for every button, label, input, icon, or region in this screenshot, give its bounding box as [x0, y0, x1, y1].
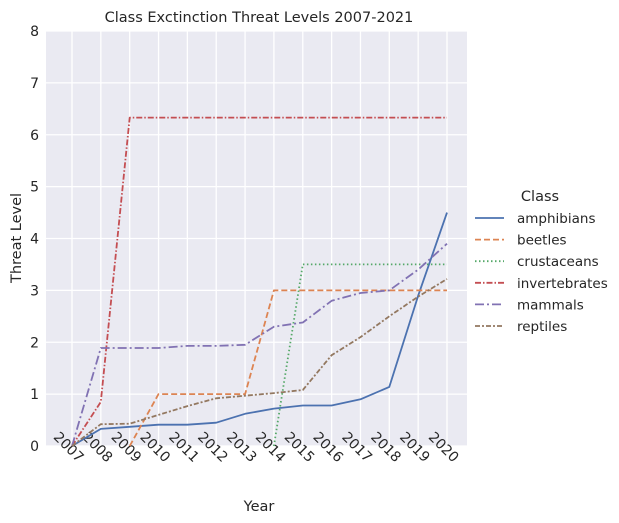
legend-title: Class [521, 189, 559, 205]
legend-label-mammals: mammals [517, 297, 584, 313]
x-axis-label: Year [243, 499, 275, 515]
y-tick-label: 3 [30, 283, 39, 299]
y-tick-label: 2 [30, 335, 39, 351]
y-axis-label: Threat Level [9, 193, 25, 284]
legend-items: amphibians beetles crustaceans invertebrate… [475, 211, 608, 335]
y-tick-label: 8 [30, 24, 39, 40]
y-tick-label: 7 [30, 76, 39, 92]
series-line-reptiles [71, 278, 448, 447]
legend-label-amphibians: amphibians [517, 211, 595, 227]
series-line-mammals [71, 243, 448, 447]
chart-title: Class Exctinction Threat Levels 2007-202… [105, 10, 414, 26]
series-line-invertebrates [71, 116, 447, 447]
y-tick-label: 4 [30, 232, 39, 248]
series-line-beetles [128, 289, 447, 447]
y-tick-label: 1 [30, 387, 39, 403]
legend-label-beetles: beetles [517, 233, 567, 249]
series-lines [71, 116, 448, 447]
y-tick-labels: 0 1 2 3 4 5 6 7 8 [30, 24, 39, 455]
y-tick-label: 6 [30, 128, 39, 144]
gridlines [46, 30, 467, 447]
legend-label-crustaceans: crustaceans [517, 254, 599, 270]
legend-label-reptiles: reptiles [517, 319, 567, 335]
series-line-amphibians [71, 212, 448, 447]
legend: Class amphibians beetles crustaceans invert… [475, 189, 608, 335]
y-tick-label: 0 [30, 439, 39, 455]
y-tick-label: 5 [30, 180, 39, 196]
legend-label-invertebrates: invertebrates [517, 276, 608, 292]
